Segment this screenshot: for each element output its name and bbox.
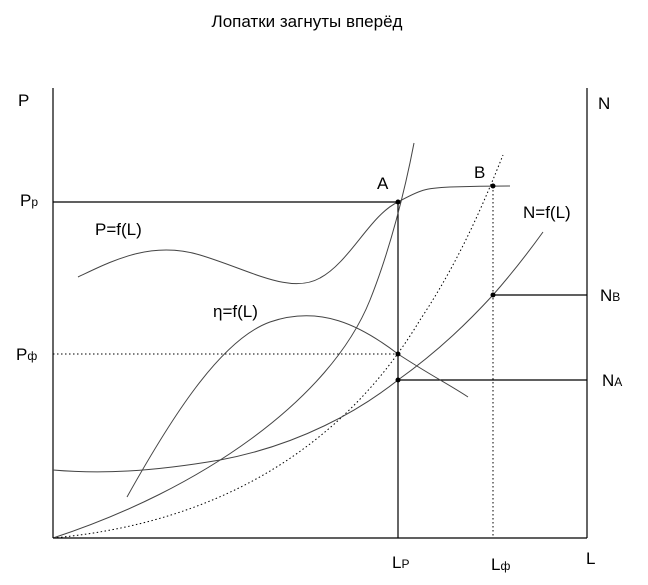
label: Lф — [491, 555, 510, 574]
network-curve — [52, 142, 415, 539]
curve-label: P=f(L) — [95, 220, 142, 239]
label: NB — [600, 286, 620, 305]
curve-label: η=f(L) — [213, 302, 258, 321]
pressure-curve — [77, 185, 511, 285]
axis-label: L — [586, 549, 595, 568]
network-curve-f — [52, 154, 504, 539]
label: LP — [392, 553, 409, 572]
axis-label: N — [598, 94, 610, 113]
axis-label: P — [18, 91, 29, 110]
label: Pф — [16, 345, 37, 364]
label: NA — [602, 371, 622, 390]
efficiency-curve — [126, 315, 469, 498]
curve-label: N=f(L) — [523, 203, 571, 222]
point — [395, 199, 401, 205]
title: Лопатки загнуты вперёд — [212, 12, 403, 31]
label: B — [474, 163, 485, 182]
point — [490, 292, 496, 298]
label: Pр — [20, 191, 38, 210]
power-curve — [52, 231, 544, 473]
point — [395, 377, 401, 383]
label: A — [377, 174, 389, 193]
point — [490, 183, 496, 189]
point — [395, 351, 401, 357]
